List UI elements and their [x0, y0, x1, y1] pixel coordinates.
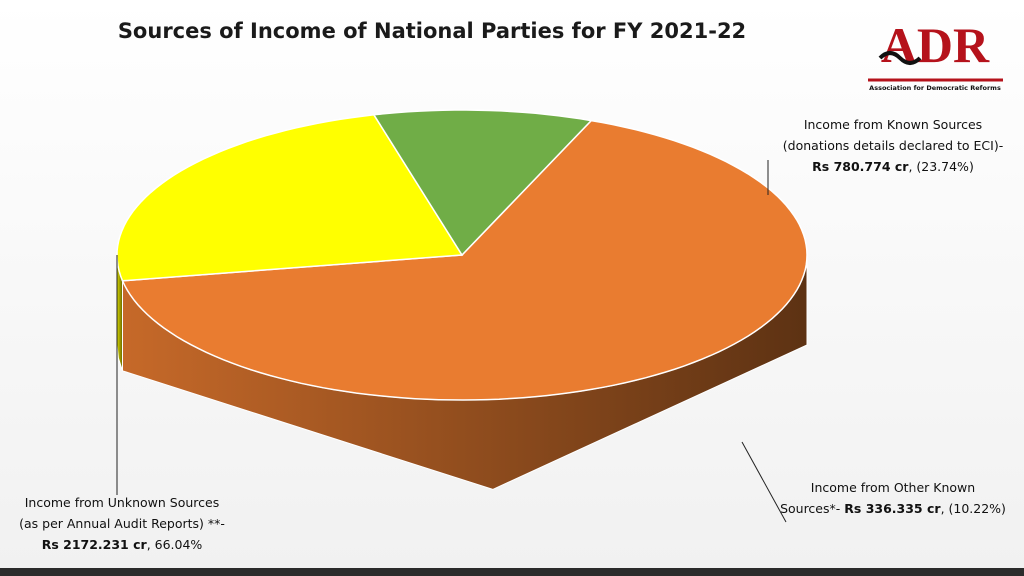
chart-title: Sources of Income of National Parties fo… — [118, 19, 746, 43]
slice-label: Income from Other Known Sources*- Rs 336.3… — [780, 480, 1006, 516]
value-label: , (10.22%) — [941, 501, 1006, 516]
leader-line — [741, 441, 787, 523]
label-line: Income from Known Sources — [804, 117, 982, 132]
logo-swoosh — [878, 51, 922, 65]
pie-slice — [372, 109, 593, 257]
label-line: (as per Annual Audit Reports) **- — [19, 516, 225, 531]
amount-label: Rs 2172.231 cr — [42, 537, 148, 552]
amount-label: Rs 780.774 cr — [812, 159, 909, 174]
pie-slice — [116, 113, 464, 282]
label-line: (donations details declared to ECI)- — [783, 138, 1003, 153]
logo: ADR Association for Democratic Reforms — [868, 17, 1003, 92]
slice-label: Income from Known Sources (donations deta… — [783, 117, 1003, 174]
value-label: , (23.74%) — [908, 159, 973, 174]
label-line: Income from Other Known — [811, 480, 975, 495]
logo-tagline: Association for Democratic Reforms — [869, 84, 1001, 92]
label-line: Sources*- — [780, 501, 840, 516]
amount-label: Rs 336.335 cr — [844, 501, 941, 516]
value-label: , 66.04% — [147, 537, 203, 552]
slice-label: Income from Unknown Sources (as per Annua… — [19, 495, 225, 552]
pie — [116, 109, 808, 490]
logo-name: ADR — [881, 17, 990, 73]
bottom-strip — [0, 568, 1024, 576]
pie-slice — [121, 119, 808, 401]
label-line: Income from Unknown Sources — [25, 495, 219, 510]
labels: Income from Unknown Sources (as per Annua… — [19, 117, 1006, 552]
